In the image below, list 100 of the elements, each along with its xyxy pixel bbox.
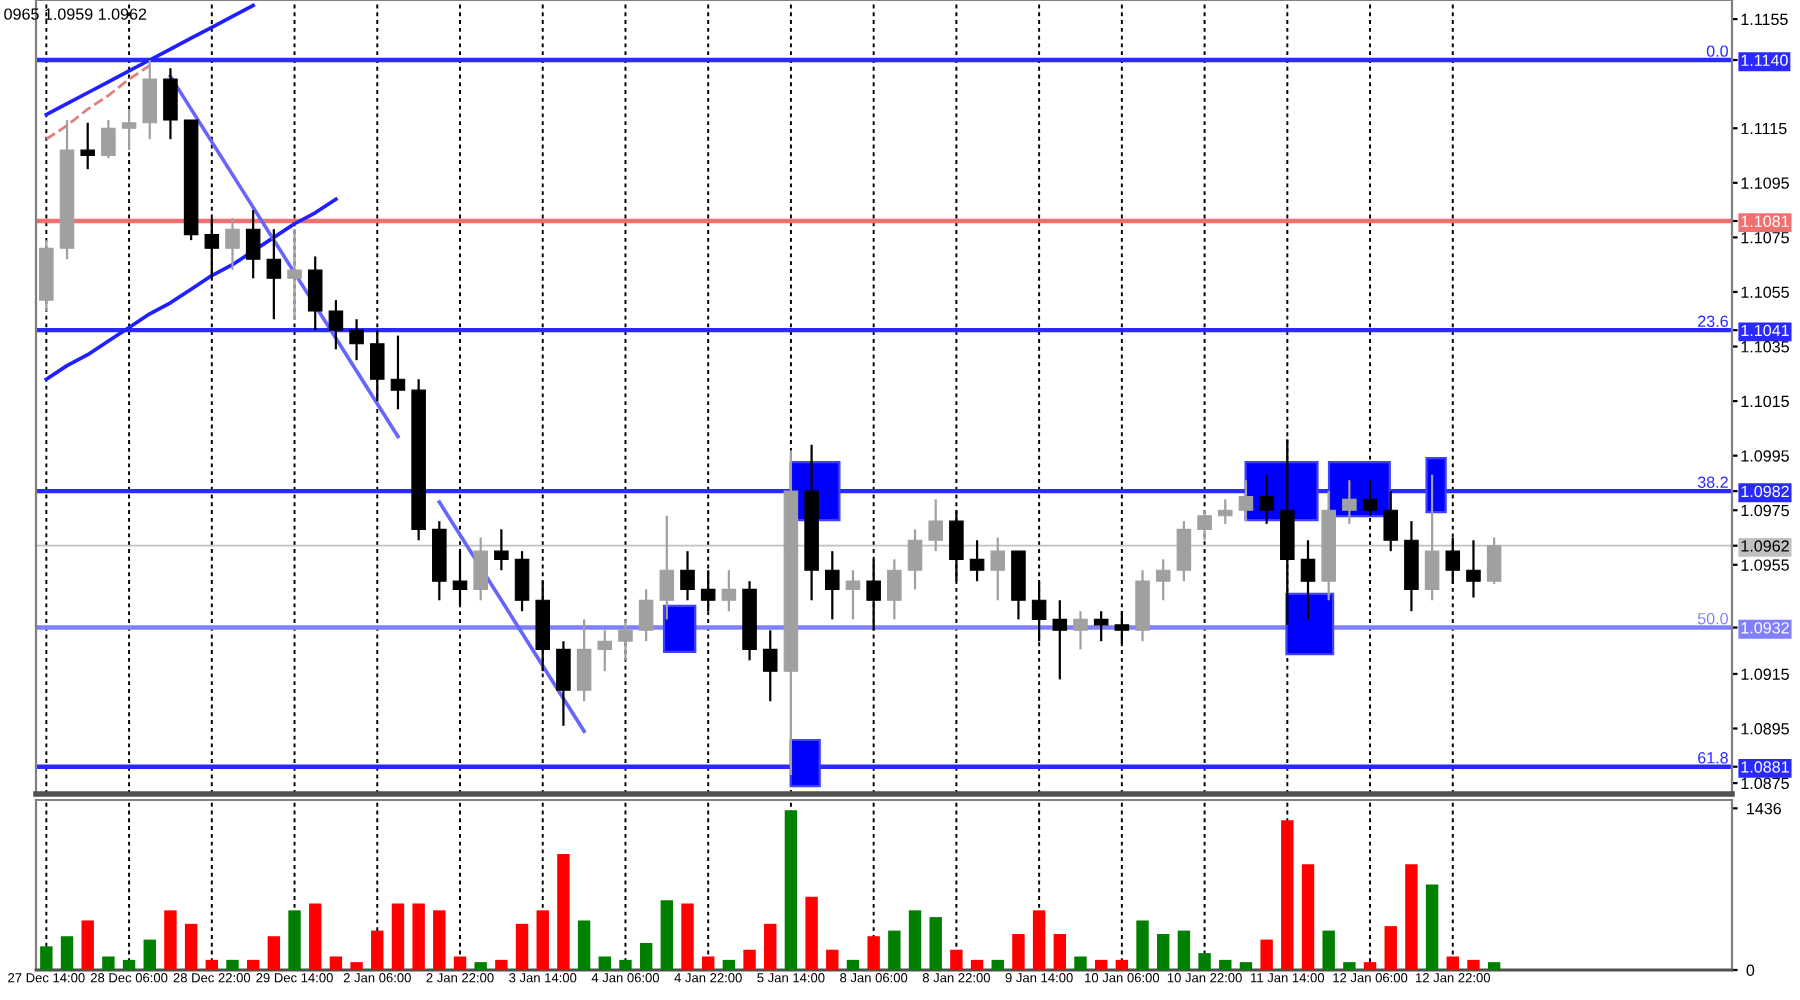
bar (722, 959, 736, 970)
bar (1322, 930, 1335, 970)
candlestick (597, 629, 613, 673)
line-series (44, 64, 152, 141)
bar (1425, 884, 1439, 970)
candlestick (721, 569, 737, 613)
bar (1177, 930, 1191, 970)
bar (267, 936, 281, 970)
bar (309, 903, 322, 970)
bar (1032, 910, 1046, 970)
bar (226, 959, 239, 970)
bar (577, 920, 591, 970)
y-tick-label: 1436 (1747, 802, 1782, 815)
candlestick (928, 498, 943, 553)
bar (867, 936, 880, 970)
candlestick (390, 334, 406, 411)
bar (391, 903, 405, 970)
bar (1219, 959, 1232, 970)
candlestick (825, 550, 840, 621)
bar (1074, 956, 1087, 970)
bar (350, 962, 363, 970)
bar (102, 956, 115, 970)
bar (40, 946, 53, 970)
candlestick (990, 536, 1006, 602)
candlestick (142, 58, 158, 141)
bar (453, 956, 467, 970)
candlestick (1155, 558, 1171, 602)
bar (474, 962, 487, 970)
bar (1198, 953, 1211, 970)
y-tick-label: 1.0975 (1741, 504, 1789, 517)
candlestick (121, 108, 137, 152)
y-tick-label: 0 (1746, 964, 1755, 976)
candlestick (163, 67, 178, 141)
bar (1281, 820, 1294, 970)
candlestick (762, 629, 778, 703)
bar (288, 910, 301, 970)
y-tick-label: 1.0915 (1741, 668, 1789, 680)
bar (122, 959, 136, 970)
bar (1136, 920, 1149, 970)
bar (639, 942, 653, 970)
bar (515, 923, 529, 970)
candlestick (845, 569, 861, 621)
candlestick (1093, 610, 1109, 643)
candlestick (1424, 473, 1440, 602)
candlestick (887, 558, 902, 621)
candlestick (80, 121, 95, 171)
y-tick-label: 1.1081 (1741, 215, 1789, 228)
bar (184, 923, 198, 970)
bar (743, 949, 756, 970)
bar (1343, 962, 1356, 970)
bar (246, 959, 260, 970)
candlestick (618, 618, 633, 662)
candlestick (1466, 539, 1481, 599)
candlestick (1197, 509, 1212, 542)
annotation: 50.0 (1697, 612, 1728, 625)
y-tick-label: 1.0895 (1741, 723, 1789, 735)
bar (1094, 959, 1108, 970)
bar (495, 959, 508, 970)
bar (701, 956, 715, 970)
bar (433, 910, 446, 970)
bar (329, 956, 343, 970)
bar (1053, 933, 1067, 970)
annotation: 0.0 (1706, 45, 1728, 57)
bar (1115, 959, 1129, 970)
candlestick (1238, 479, 1254, 523)
bar (598, 956, 611, 970)
candlestick (1052, 599, 1068, 681)
candlestick (1300, 539, 1316, 621)
candlestick (349, 318, 364, 362)
bar (1239, 962, 1253, 970)
y-tick-label: 1.1115 (1741, 122, 1787, 135)
bar (412, 903, 425, 970)
bar (846, 959, 860, 970)
candlestick (576, 618, 592, 703)
candlestick (659, 514, 675, 621)
candlestick (1176, 520, 1192, 583)
candlestick (307, 255, 323, 332)
y-tick-label: 1.0962 (1741, 540, 1789, 552)
candlestick (328, 299, 344, 351)
candlestick (556, 640, 571, 727)
bar (764, 923, 777, 970)
bar (164, 910, 177, 970)
bar (660, 900, 674, 970)
annotation: 38.2 (1697, 476, 1728, 488)
y-tick-label: 1.0881 (1741, 761, 1789, 773)
bar (143, 939, 156, 970)
bar (1157, 933, 1170, 970)
bar (619, 959, 632, 970)
bar (784, 810, 798, 970)
bar (929, 917, 942, 970)
bar (1446, 956, 1459, 970)
candlestick (101, 118, 116, 160)
bar (205, 959, 219, 970)
bar (1384, 926, 1397, 970)
y-tick-label: 1.1015 (1741, 395, 1789, 408)
y-tick-label: 1.0955 (1741, 559, 1789, 571)
bar (60, 936, 74, 970)
annotation: 0965 1.0959 1.0962 (4, 8, 147, 20)
candlestick (225, 217, 240, 272)
y-tick-label: 1.0875 (1741, 777, 1789, 790)
